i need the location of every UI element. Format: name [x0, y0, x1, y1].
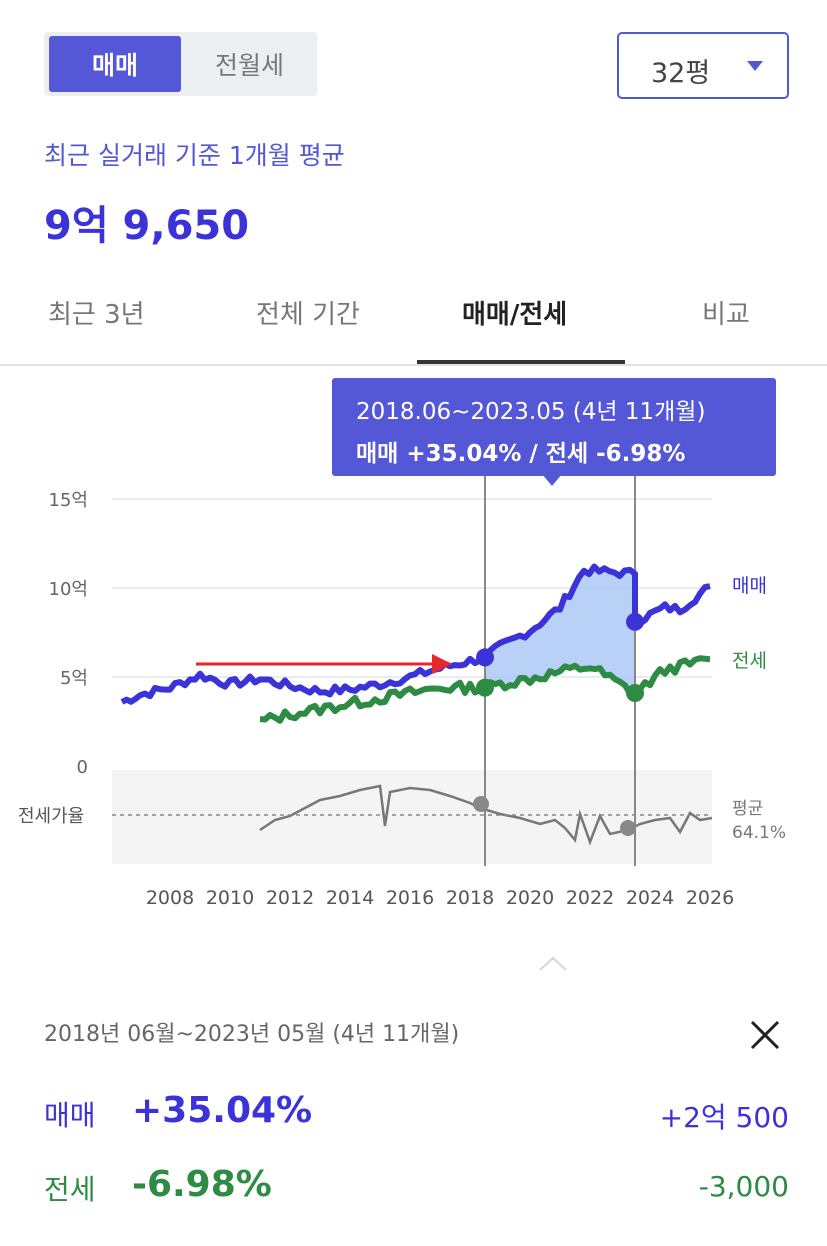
close-icon[interactable]: [740, 1010, 790, 1060]
ratio-start-marker: [473, 796, 489, 812]
sale-series-line: [120, 563, 711, 705]
y-tick-label: 15억: [49, 490, 88, 511]
sale-series-label: 매매: [732, 575, 767, 597]
x-tick-label: 2026: [686, 887, 734, 909]
annotation-arrow-head: [432, 654, 452, 674]
jeonse-series-label: 전세: [732, 650, 767, 672]
ratio-panel-bg: [112, 770, 712, 864]
jeonse-toggle-button[interactable]: 전월세: [214, 51, 284, 80]
x-tick-label: 2010: [206, 887, 254, 909]
detail-jeonse-amount: -3,000: [698, 1170, 789, 1203]
average-price: 9억 9,650: [44, 203, 250, 249]
tab-recent-3y[interactable]: 최근 3년: [48, 300, 145, 330]
x-tick-label: 2020: [506, 887, 554, 909]
x-tick-label: 2018: [446, 887, 494, 909]
chevron-up-icon[interactable]: [536, 952, 570, 974]
tooltip-pointer: [542, 474, 562, 486]
x-tick-label: 2008: [146, 887, 194, 909]
deal-type-toggle: 매매 전월세: [44, 32, 317, 96]
x-tick-label: 2022: [566, 887, 614, 909]
tab-sale-jeonse[interactable]: 매매/전세: [462, 300, 568, 330]
ratio-average-label: 평균: [732, 799, 763, 819]
jeonse-start-marker: [476, 678, 494, 697]
detail-sale-label: 매매: [44, 1099, 96, 1132]
ratio-line: [259, 784, 713, 846]
detail-sale-amount: +2억 500: [659, 1101, 789, 1134]
tab-all-period[interactable]: 전체 기간: [256, 300, 360, 330]
active-tab-indicator: [417, 360, 625, 364]
size-dropdown[interactable]: 32평: [617, 32, 789, 99]
tooltip-period: 2018.06~2023.05 (4년 11개월): [356, 399, 706, 425]
detail-range-text: 2018년 06월~2023년 05월 (4년 11개월): [44, 1022, 460, 1047]
x-tick-labels: 2008 2010 2012 2014 2016 2018 2020 2022 2024 2026: [146, 887, 734, 909]
selection-area: [485, 566, 635, 694]
sale-toggle-button[interactable]: 매매: [49, 36, 181, 92]
sale-start-marker: [476, 648, 494, 667]
detail-jeonse-pct: -6.98%: [132, 1164, 272, 1205]
period-tabs: 최근 3년 전체 기간 매매/전세 비교: [0, 280, 827, 366]
y-tick-labels: 15억 10억 5억 0: [49, 490, 88, 778]
selection-tooltip: 2018.06~2023.05 (4년 11개월) 매매 +35.04% / 전…: [332, 378, 776, 486]
tooltip-change: 매매 +35.04% / 전세 -6.98%: [356, 441, 686, 467]
selection-markers: [476, 612, 644, 703]
ratio-label: 전세가율: [18, 806, 84, 827]
sale-end-marker: [626, 612, 644, 631]
ratio-end-marker: [620, 820, 636, 836]
y-tick-label: 0: [77, 757, 88, 778]
caret-down-icon: [747, 61, 763, 71]
x-tick-label: 2016: [386, 887, 434, 909]
y-tick-label: 5억: [60, 668, 88, 689]
tab-compare[interactable]: 비교: [702, 300, 750, 330]
x-tick-label: 2012: [266, 887, 314, 909]
jeonse-end-marker: [626, 684, 644, 703]
ratio-average-value: 64.1%: [732, 823, 786, 843]
detail-sale-pct: +35.04%: [132, 1090, 313, 1131]
y-tick-label: 10억: [49, 579, 88, 600]
x-tick-label: 2024: [626, 887, 674, 909]
price-subtitle: 최근 실거래 기준 1개월 평균: [44, 141, 345, 170]
x-tick-label: 2014: [326, 887, 374, 909]
size-dropdown-value: 32평: [651, 58, 711, 89]
detail-jeonse-label: 전세: [44, 1173, 96, 1206]
